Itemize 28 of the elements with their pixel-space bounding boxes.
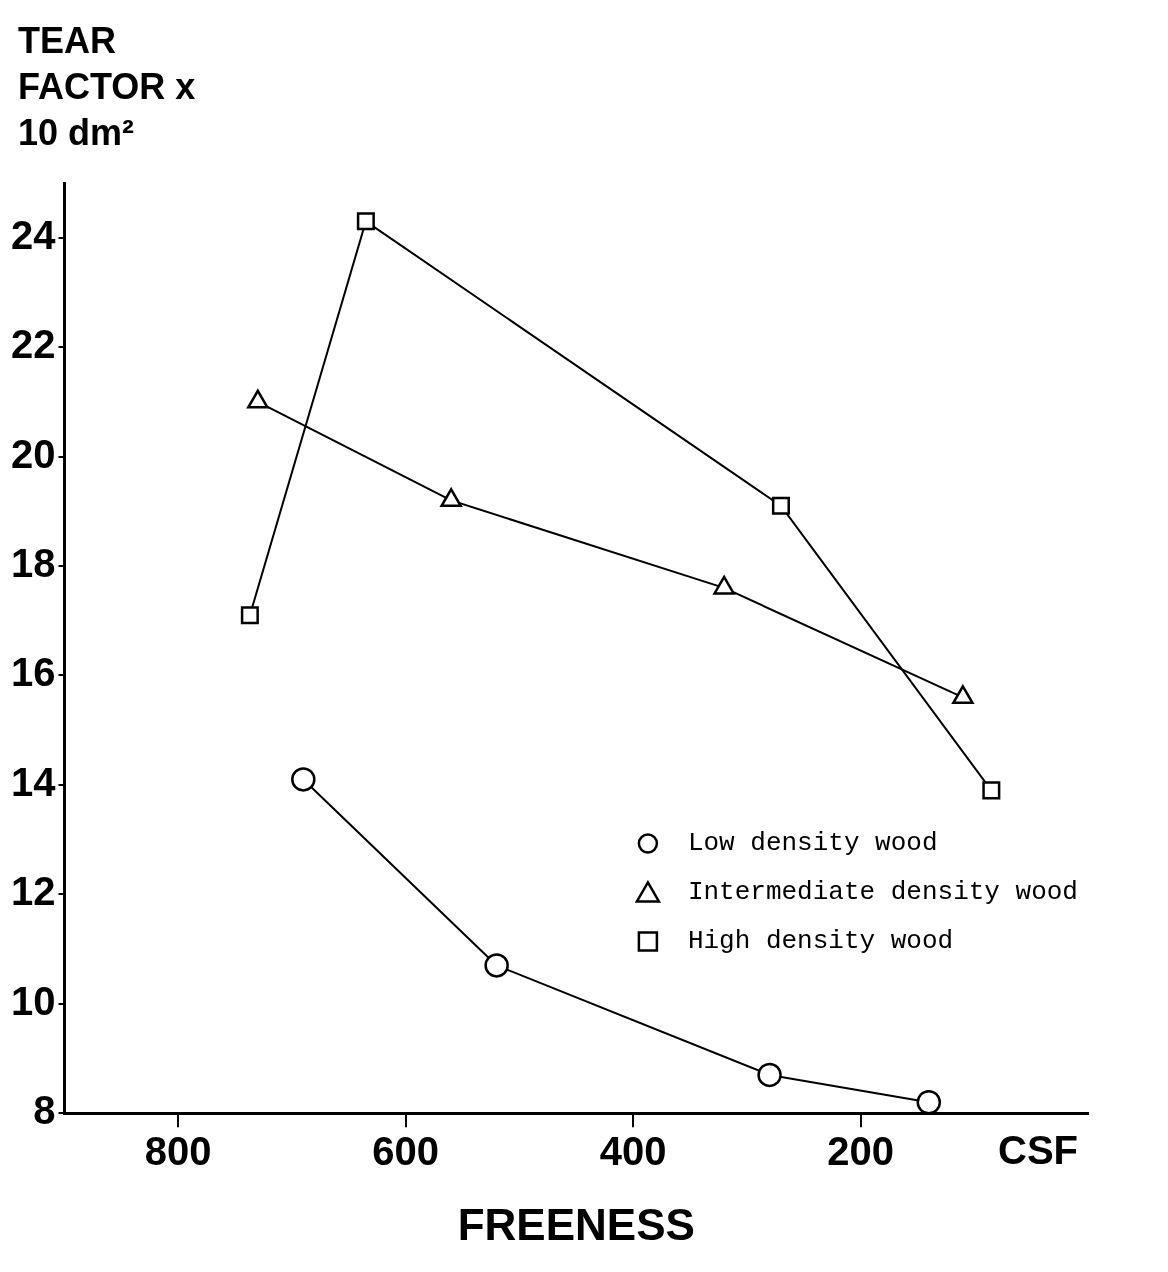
point: [291, 767, 316, 792]
x-tick-label: 200: [827, 1129, 894, 1174]
point: [484, 953, 509, 978]
x-tick-label: 400: [599, 1129, 667, 1174]
y-tick-label: 20: [10, 431, 56, 476]
y-tick-label: 14: [10, 759, 57, 804]
text: CSF: [998, 1128, 1078, 1173]
y-tick-label: 10: [10, 978, 56, 1023]
y-tick-label: 12: [10, 869, 56, 914]
point: [356, 212, 375, 231]
legend-label: Low density wood: [687, 828, 938, 859]
point: [982, 781, 1001, 800]
x-axis-title: FREENESS: [457, 1199, 695, 1249]
legend-label: High density wood: [687, 926, 954, 957]
point: [240, 606, 259, 625]
point: [440, 488, 462, 508]
point: [757, 1062, 782, 1088]
point: [771, 496, 790, 515]
y-tick-label: 18: [10, 541, 56, 586]
y-tick-label: 24: [10, 212, 57, 257]
legend-label: Intermediate density wood: [687, 877, 1078, 908]
y-axis-title: TEAR FACTOR x 10 dm²: [18, 19, 197, 155]
x-tick-label: 800: [144, 1129, 212, 1174]
y-tick-label: 16: [10, 650, 56, 695]
point: [916, 1090, 942, 1114]
x-tick-label: 600: [372, 1129, 440, 1174]
y-tick-label: 8: [33, 1088, 56, 1133]
y-tick-label: 22: [10, 322, 56, 367]
